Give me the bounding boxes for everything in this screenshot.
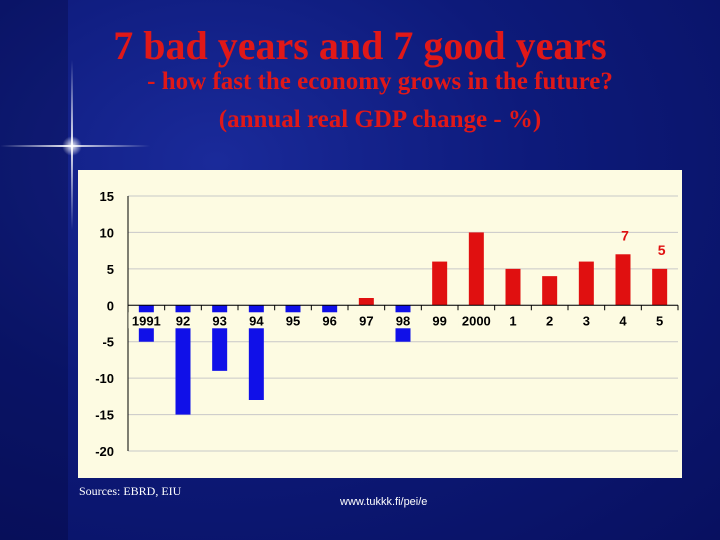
y-tick-label: 0 — [107, 298, 114, 313]
category-label-bg — [128, 312, 165, 329]
category-label-bg — [458, 312, 495, 329]
category-label-bg — [356, 312, 377, 329]
x-tick-label: 1991 — [132, 313, 161, 328]
category-label-bg — [617, 312, 629, 329]
category-label-bg — [319, 312, 340, 329]
light-flare-center — [62, 136, 82, 156]
y-tick-label: 10 — [100, 225, 114, 240]
category-label-bg — [246, 312, 267, 329]
x-tick-label: 96 — [322, 313, 336, 328]
category-label-bg — [429, 312, 450, 329]
x-tick-label: 94 — [249, 313, 264, 328]
bar-99 — [432, 261, 448, 306]
slide-subtitle-units: (annual real GDP change - %) — [218, 106, 542, 133]
x-tick-label: 92 — [176, 313, 190, 328]
y-tick-label: -15 — [95, 408, 114, 423]
x-tick-label: 97 — [359, 313, 373, 328]
chart-area: 15 10 5 0 -5 -10 -15 -20 1991 92 93 94 95 96 97 98 99 200… — [78, 170, 682, 478]
bar-2000 — [468, 232, 484, 306]
y-tick-label: 15 — [100, 189, 114, 204]
x-tick-label: 95 — [286, 313, 300, 328]
slide-subtitle: - how fast the economy grows in the futu… — [147, 68, 613, 95]
category-label-bg — [507, 312, 519, 329]
bar-94 — [248, 305, 264, 400]
y-tick-label: -10 — [95, 371, 114, 386]
x-tick-label: 5 — [656, 313, 663, 328]
source-note: Sources: EBRD, EIU — [79, 484, 182, 498]
x-tick-label: 99 — [432, 313, 446, 328]
x-tick-label: 98 — [396, 313, 410, 328]
x-tick-label: 2000 — [462, 313, 491, 328]
bar-92 — [175, 305, 191, 415]
left-dark-panel — [0, 0, 68, 540]
bar-1 — [505, 268, 521, 306]
data-label: 7 — [621, 227, 629, 243]
x-tick-label: 2 — [546, 313, 553, 328]
category-label-bg — [543, 312, 556, 329]
bar-3 — [578, 261, 594, 306]
x-tick-label: 1 — [509, 313, 516, 328]
category-label-bg — [283, 312, 303, 329]
footer-url: www.tukkk.fi/pei/e — [340, 496, 428, 508]
bar-97 — [358, 298, 374, 306]
bar-4 — [615, 254, 631, 306]
y-tick-label: -20 — [95, 444, 114, 459]
category-label-bg — [173, 312, 193, 329]
category-label-bg — [653, 312, 666, 329]
x-tick-label: 3 — [583, 313, 590, 328]
y-tick-label: 5 — [107, 262, 114, 277]
slide-title: 7 bad years and 7 good years — [113, 23, 607, 68]
bar-5 — [652, 268, 668, 306]
bar-2 — [542, 276, 558, 306]
category-label-bg — [580, 312, 593, 329]
category-label-bg — [393, 312, 413, 329]
data-label: 5 — [658, 242, 666, 258]
y-tick-label: -5 — [102, 335, 114, 350]
category-label-bg — [209, 312, 230, 329]
x-tick-label: 93 — [212, 313, 226, 328]
x-tick-label: 4 — [619, 313, 627, 328]
